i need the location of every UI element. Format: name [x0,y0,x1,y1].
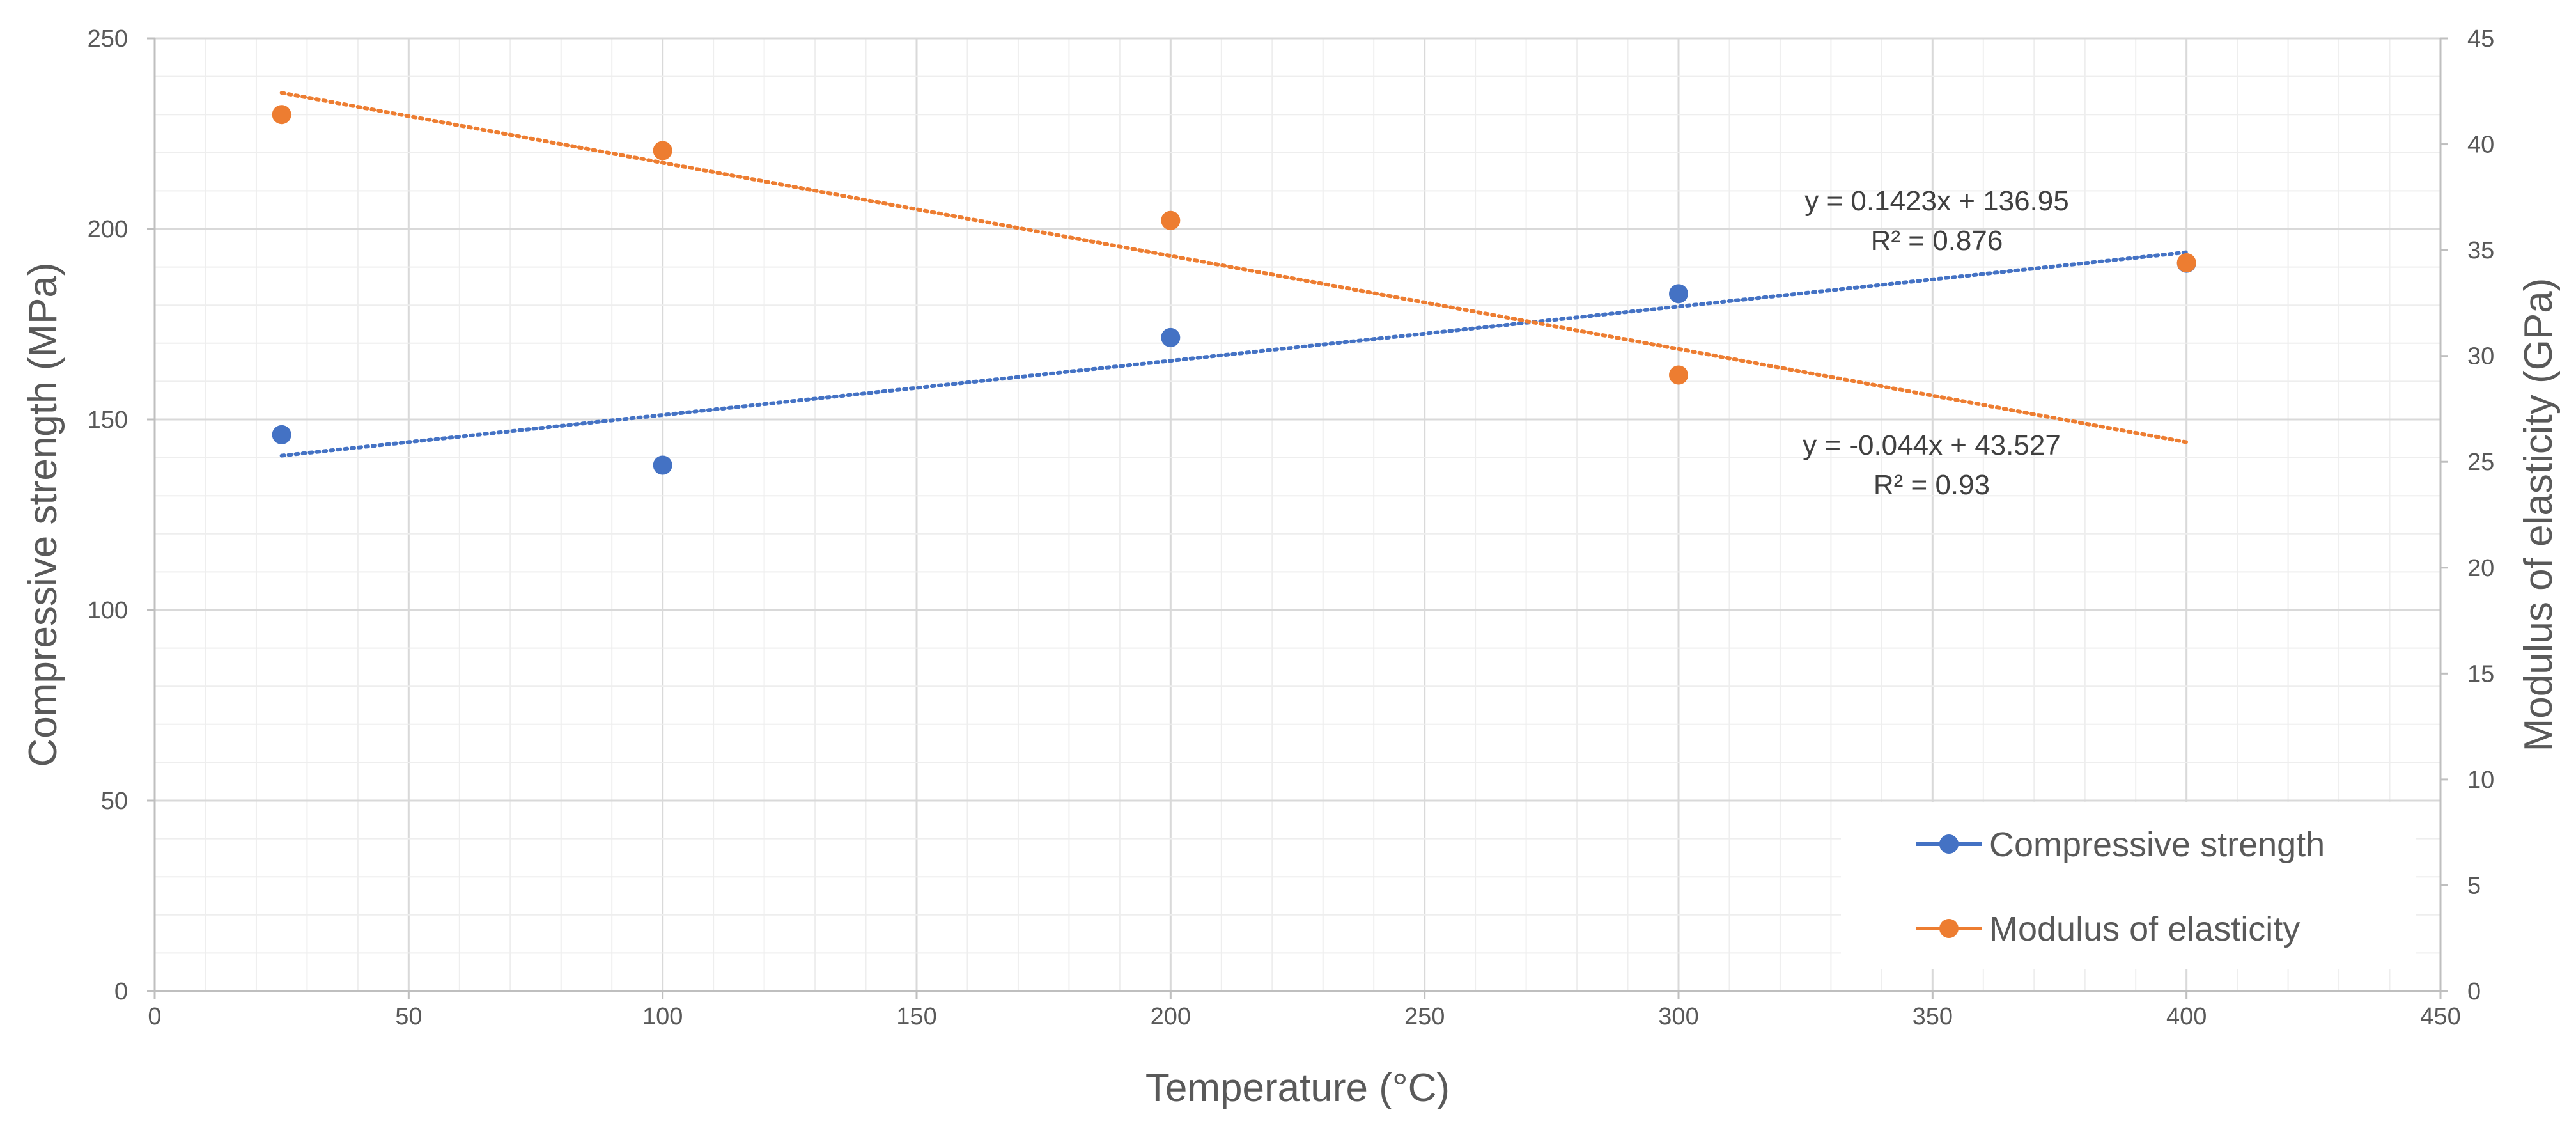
trendline-compressive-strength [279,250,2189,458]
y-left-tick-label: 100 [88,597,128,624]
x-tick-label: 450 [2420,1003,2460,1030]
x-tick-label: 300 [1658,1003,1698,1030]
x-tick-label: 350 [1913,1003,1953,1030]
compressive-strength-point [653,455,672,475]
modulus-of-elasticity-point [653,141,672,160]
trendlines [279,91,2189,458]
trendline-equation: y = 0.1423x + 136.95 [1804,185,2068,217]
y-right-tick-label: 10 [2467,767,2494,794]
x-tick-label: 200 [1151,1003,1191,1030]
modulus-of-elasticity-point [2176,253,2196,272]
trendline-modulus-of-elasticity [279,91,2189,444]
y-right-tick-label: 30 [2467,343,2494,370]
trendline-annotation-compressive: y = 0.1423x + 136.95 R² = 0.876 [1804,185,2068,256]
y-right-tick-label: 25 [2467,449,2494,476]
trendline-r2: R² = 0.93 [1874,469,1990,501]
tick-labels: 0 50 100 150 200 250 300 350 400 4500501001502002… [88,26,2495,1030]
y-right-tick-label: 15 [2467,661,2494,687]
trendline-equation: y = -0.044x + 43.527 [1803,430,2061,461]
trendline-r2: R² = 0.876 [1871,225,2003,256]
y-right-tick-label: 40 [2467,132,2494,159]
legend: Compressive strength Modulus of elastici… [1841,802,2416,969]
modulus-of-elasticity-point [272,105,291,125]
x-tick-label: 50 [395,1003,422,1030]
legend-label: Modulus of elasticity [1989,910,2300,948]
y-axis-right-title: Modulus of elasticity (GPa) [2517,278,2561,752]
modulus-of-elasticity-point [1161,210,1181,230]
y-right-tick-label: 20 [2467,555,2494,582]
y-left-tick-label: 150 [88,407,128,434]
axes [153,38,2442,992]
legend-background [1841,802,2416,969]
y-right-tick-label: 45 [2467,26,2494,52]
x-tick-label: 150 [896,1003,936,1030]
y-left-tick-label: 0 [114,978,128,1005]
y-axis-left-title: Compressive strength (MPa) [21,262,65,767]
y-right-tick-label: 0 [2467,978,2481,1005]
legend-item-compressive-strength: Compressive strength [1916,826,2325,864]
compressive-strength-point [1669,284,1688,304]
legend-marker-icon [1939,834,1959,854]
legend-item-modulus-of-elasticity: Modulus of elasticity [1916,910,2300,948]
trendline-annotation-modulus: y = -0.044x + 43.527 R² = 0.93 [1803,430,2061,501]
y-right-tick-label: 5 [2467,872,2481,899]
x-tick-label: 400 [2166,1003,2207,1030]
x-tick-label: 0 [148,1003,161,1030]
x-tick-label: 100 [642,1003,683,1030]
compressive-strength-point [272,425,291,444]
x-axis-title: Temperature (°C) [1145,1066,1450,1110]
y-right-tick-label: 35 [2467,237,2494,264]
data-points [272,105,2196,475]
compressive-strength-point [1161,327,1181,347]
legend-marker-icon [1939,919,1959,938]
y-left-tick-label: 50 [101,788,128,815]
legend-label: Compressive strength [1989,826,2325,864]
y-left-tick-label: 250 [88,26,128,52]
y-left-tick-label: 200 [88,216,128,243]
modulus-of-elasticity-point [1669,365,1688,385]
x-tick-label: 250 [1404,1003,1445,1030]
